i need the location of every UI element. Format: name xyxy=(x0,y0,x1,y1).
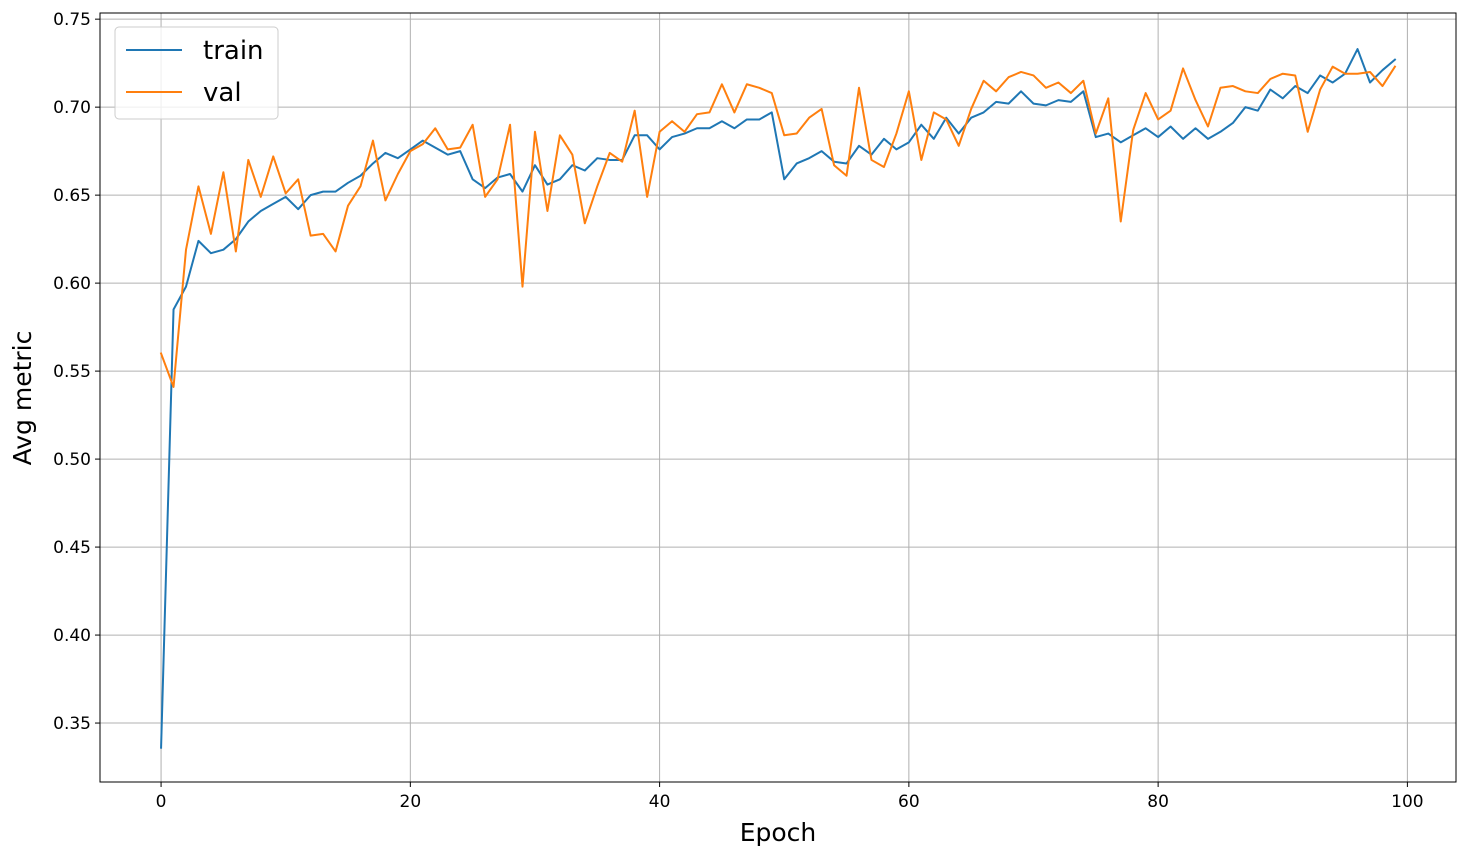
plot-area xyxy=(100,13,1456,782)
legend-label-train: train xyxy=(203,36,264,66)
y-tick-label: 0.50 xyxy=(53,450,91,470)
plot-frame xyxy=(99,12,1457,783)
y-tick-label: 0.55 xyxy=(53,362,91,382)
x-tick-label: 40 xyxy=(649,792,671,812)
y-tick-label: 0.60 xyxy=(53,274,91,294)
y-tick-label: 0.35 xyxy=(53,714,91,734)
y-tick-label: 0.40 xyxy=(53,626,91,646)
y-axis-label: Avg metric xyxy=(8,331,37,466)
x-tick-label: 0 xyxy=(156,792,167,812)
series-line-val xyxy=(159,65,1397,388)
ticks: 0 20 40 60 80 100 0.35 0.40 0.45 0.50 0.55 0.60 0.65… xyxy=(53,10,1423,812)
x-tick-label: 80 xyxy=(1147,792,1169,812)
legend-label-val: val xyxy=(203,78,242,108)
y-tick-label: 0.65 xyxy=(53,186,91,206)
x-tick-label: 20 xyxy=(400,792,422,812)
y-tick-label: 0.45 xyxy=(53,538,91,558)
x-tick-label: 60 xyxy=(898,792,920,812)
series-line-train xyxy=(160,48,1397,749)
x-tick-label: 100 xyxy=(1391,792,1423,812)
series-layer xyxy=(159,48,1397,749)
y-tick-label: 0.75 xyxy=(53,10,91,30)
legend: train val xyxy=(114,26,279,120)
grid xyxy=(100,13,1456,782)
y-tick-label: 0.70 xyxy=(53,98,91,118)
x-axis-label: Epoch xyxy=(740,818,817,847)
